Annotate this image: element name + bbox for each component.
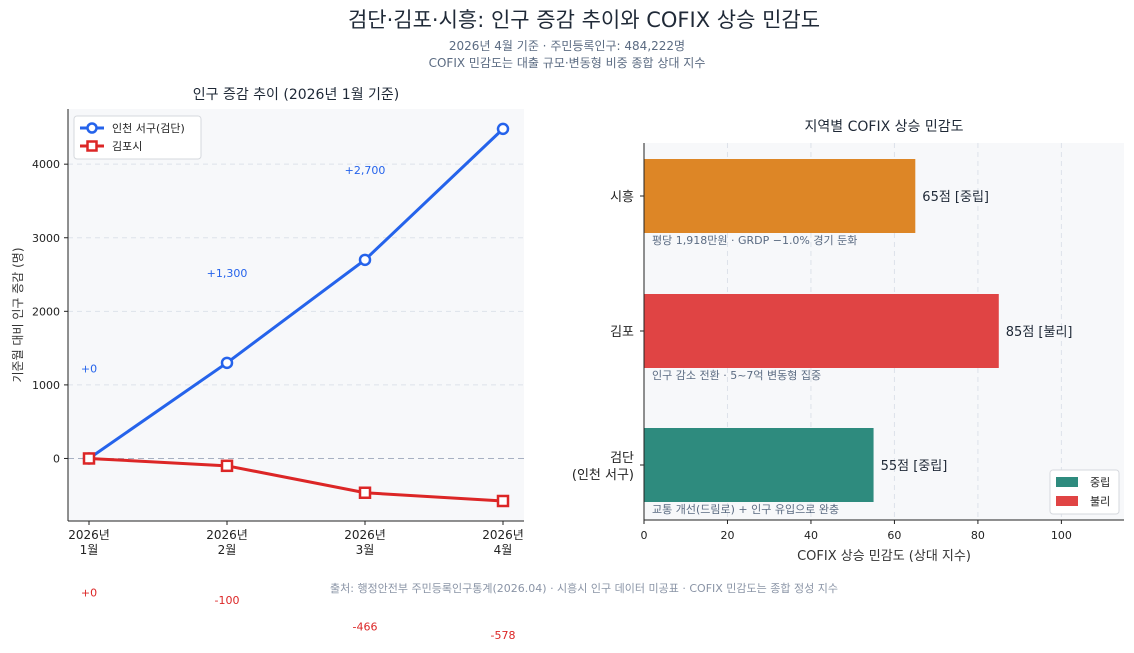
y-tick-label: 2000: [32, 305, 60, 318]
x-tick-label: 60: [887, 529, 901, 542]
bar-note: 인구 감소 전환 · 5~7억 변동형 집중: [652, 369, 821, 382]
data-label: +1,300: [207, 267, 248, 280]
x-tick-label: 20: [720, 529, 734, 542]
legend-swatch: [1056, 477, 1078, 487]
y-axis-label: 기준월 대비 인구 증감 (명): [11, 247, 25, 382]
line-legend: 인천 서구(검단) 김포시: [73, 115, 202, 160]
data-point-gimpo: [496, 494, 510, 508]
line-chart: 0 1000 2000 3000 4000 2026년 1월 2026년 2월 2026년 3월 20…: [11, 87, 524, 642]
y-tick-label: 검단 (인천 서구): [572, 451, 634, 483]
data-point-gimpo: [358, 486, 372, 499]
legend-label: 불리: [1090, 495, 1110, 508]
bar-chart-title: 지역별 COFIX 상승 민감도: [805, 119, 964, 135]
bar: [644, 294, 999, 368]
y-tick-label: 3000: [32, 232, 60, 245]
bar-note: 평당 1,918만원 · GRDP −1.0% 경기 둔화: [652, 234, 857, 247]
x-tick-label: 80: [971, 529, 985, 542]
x-tick-label: 2026년 3월: [344, 528, 386, 557]
data-label: -466: [353, 621, 378, 634]
data-label: -100: [215, 594, 240, 607]
bar-value-label: 85점 [불리]: [1006, 325, 1073, 340]
figure-title: 검단·김포·시흥: 인구 증감 추이와 COFIX 상승 민감도: [348, 8, 820, 32]
y-tick-label: 1000: [32, 379, 60, 392]
source-note: 출처: 행정안전부 주민등록인구통계(2026.04) · 시흥시 인구 데이터…: [330, 581, 838, 595]
x-tick-label: 2026년 4월: [482, 528, 524, 557]
bar-value-label: 55점 [중립]: [881, 459, 948, 474]
x-tick-label: 100: [1051, 529, 1072, 542]
legend-swatch: [1056, 496, 1078, 506]
data-point-gimpo: [220, 459, 234, 473]
legend-marker: [86, 140, 98, 152]
legend-frame: [73, 115, 202, 160]
data-label: +2,700: [345, 164, 386, 177]
data-point-incheon: [220, 356, 234, 370]
x-tick-label: 2026년 2월: [206, 528, 248, 557]
y-tick-label: 0: [53, 452, 60, 465]
bar: [644, 428, 874, 502]
data-point-gimpo: [82, 452, 96, 465]
y-tick-label: 시흥: [610, 190, 634, 205]
series-line-1: [88, 456, 504, 503]
plot-background: [68, 109, 524, 521]
bar-chart: 65점 [중립] 평당 1,918만원 · GRDP −1.0% 경기 둔화 시흥 8…: [572, 119, 1124, 564]
legend-label: 인천 서구(검단): [112, 121, 185, 135]
y-tick-label: 4000: [32, 158, 60, 171]
x-tick-label: 0: [641, 529, 648, 542]
data-point-incheon: [496, 122, 510, 136]
x-tick-label: 40: [804, 529, 818, 542]
line-chart-title: 인구 증감 추이 (2026년 1월 기준): [193, 87, 400, 103]
series-line-0: [88, 127, 505, 460]
data-point-incheon: [358, 253, 372, 267]
bar: [644, 159, 916, 233]
x-tick-label: 2026년 1월: [68, 528, 110, 557]
data-label: +0: [81, 362, 97, 375]
legend-label: 중립: [1090, 476, 1110, 489]
legend-marker: [86, 122, 98, 134]
x-axis-label: COFIX 상승 민감도 (상대 지수): [797, 549, 971, 564]
legend-label: 김포시: [112, 140, 142, 153]
data-label: +0: [81, 586, 97, 599]
y-tick-label: 김포: [610, 325, 634, 340]
figure-subtitle-1: 2026년 4월 기준 · 주민등록인구: 484,222명: [449, 39, 685, 53]
figure-subtitle-2: COFIX 민감도는 대출 규모·변동형 비중 종합 상대 지수: [429, 56, 706, 70]
bar-value-label: 65점 [중립]: [922, 190, 989, 205]
bar-note: 교통 개선(드림로) + 인구 유입으로 완충: [652, 503, 839, 516]
data-label: -578: [491, 629, 516, 642]
